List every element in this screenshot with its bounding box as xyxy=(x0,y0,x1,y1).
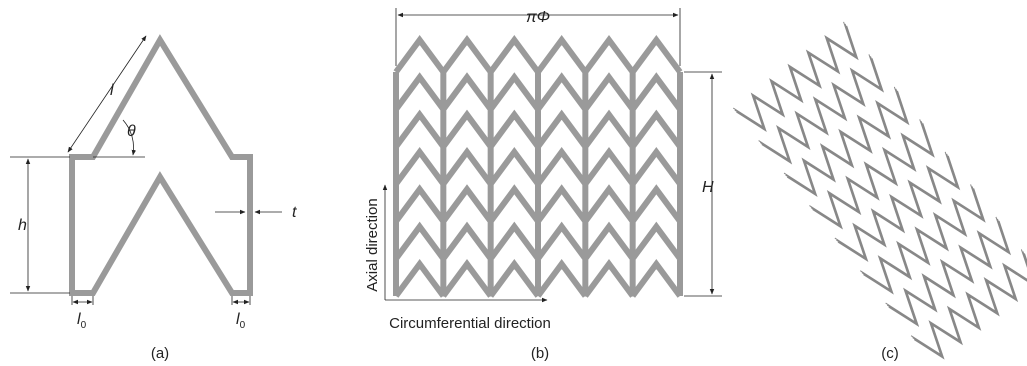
figure: l θ h t l0 l0 (a) πΦ H Axial direction C… xyxy=(0,0,1027,366)
circ-label: Circumferential direction xyxy=(389,315,551,332)
label-l0: l0 xyxy=(236,311,246,331)
panel-a: l θ h t l0 l0 (a) xyxy=(10,36,297,362)
label-theta: θ xyxy=(127,123,136,140)
unit-cell xyxy=(72,40,250,293)
label-t: t xyxy=(292,204,297,221)
stent-struts xyxy=(733,22,1027,366)
panel-label: (a) xyxy=(151,345,169,362)
stent-body xyxy=(733,22,1027,366)
label-h: h xyxy=(18,217,27,234)
lattice xyxy=(396,40,680,296)
label-width: πΦ xyxy=(526,9,550,26)
axial-label: Axial direction xyxy=(364,198,381,291)
label-height: H xyxy=(702,179,714,196)
label-l0-sub: 0 xyxy=(240,320,246,331)
panel-c: (c) xyxy=(733,22,1027,366)
panel-b: πΦ H Axial direction Circumferential dir… xyxy=(364,8,722,362)
panel-label: (c) xyxy=(881,345,899,362)
label-l: l xyxy=(110,82,114,99)
panel-label: (b) xyxy=(531,345,549,362)
label-l0-sub: 0 xyxy=(81,320,87,331)
label-l0: l0 xyxy=(77,311,87,331)
